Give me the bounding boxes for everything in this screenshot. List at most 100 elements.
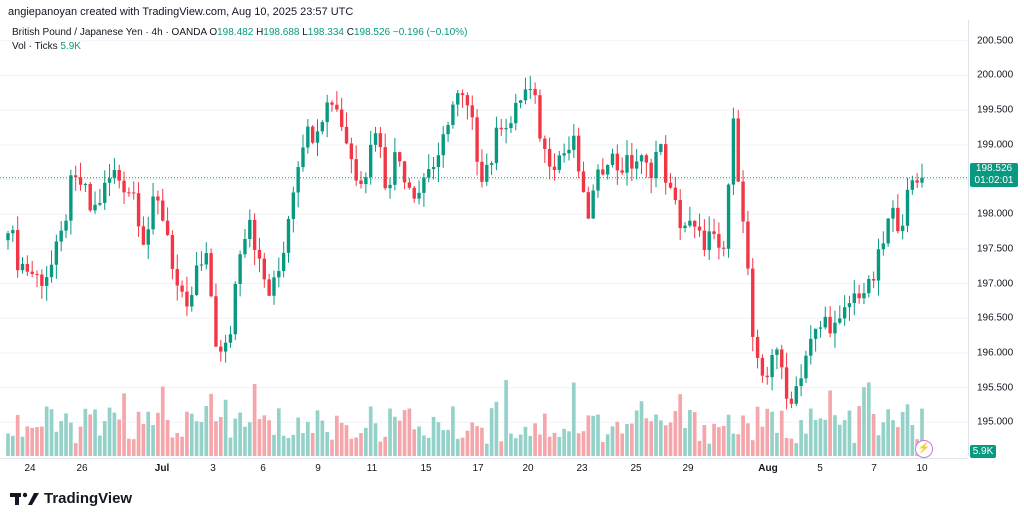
- volume-bar: [407, 408, 412, 456]
- volume-bar: [107, 407, 112, 456]
- price-axis[interactable]: 200.500200.000199.500199.000198.500198.0…: [968, 20, 1024, 456]
- volume-bar: [775, 432, 779, 456]
- volume-bar: [117, 419, 122, 456]
- time-axis[interactable]: 24 26 Jul 3 6 9 11 15 17 20 23 25 29 Aug 5 7 10: [0, 458, 968, 477]
- volume-bar: [615, 421, 620, 456]
- volume-bar: [460, 437, 465, 456]
- candle-body: [712, 231, 716, 235]
- volume-bar: [194, 421, 199, 456]
- volume-bar: [552, 432, 557, 456]
- candle-body: [306, 126, 310, 148]
- candle-body: [117, 169, 121, 181]
- volume-bar: [600, 442, 605, 456]
- candle-body: [876, 249, 881, 281]
- candle-body: [441, 134, 445, 156]
- volume-bar: [659, 420, 663, 456]
- volume-bar: [252, 383, 257, 456]
- candle-body: [596, 169, 600, 191]
- volume-bar: [383, 436, 388, 456]
- price-tick-label: 200.000: [977, 69, 1014, 81]
- volume-bar: [296, 417, 300, 456]
- volume-label[interactable]: Vol · Ticks: [12, 41, 58, 52]
- volume-bar: [426, 437, 431, 456]
- volume-bar: [88, 414, 93, 456]
- volume-bar: [513, 438, 518, 456]
- candle-body: [775, 349, 779, 355]
- candle-body: [741, 181, 745, 222]
- volume-bar: [339, 422, 344, 456]
- candle-body: [891, 207, 895, 219]
- candlestick-chart[interactable]: [0, 20, 968, 456]
- volume-bar: [663, 425, 668, 456]
- volume-bar: [310, 433, 315, 456]
- volume-bar: [204, 406, 209, 456]
- candle-body: [185, 291, 189, 307]
- candle-body: [886, 218, 890, 244]
- volume-bar: [325, 432, 330, 456]
- volume-value: 5.9K: [60, 41, 81, 52]
- volume-bar: [562, 428, 566, 456]
- volume-bar: [301, 433, 305, 456]
- candle-body: [156, 196, 160, 201]
- volume-bar: [610, 426, 615, 456]
- volume-bar: [267, 420, 271, 456]
- volume-bar: [131, 439, 136, 456]
- volume-bar: [412, 429, 417, 456]
- volume-bar: [436, 422, 441, 456]
- candle-body: [11, 230, 15, 234]
- candle-body: [920, 177, 924, 183]
- candle-body: [857, 293, 861, 299]
- chart-area[interactable]: [0, 20, 968, 456]
- open-value: 198.482: [217, 27, 254, 38]
- candle-body: [456, 93, 460, 105]
- candle-body: [572, 135, 576, 150]
- candle-body: [693, 220, 697, 227]
- candle-body: [702, 230, 707, 251]
- volume-bar: [605, 434, 610, 456]
- volume-bar: [349, 438, 354, 456]
- time-tick-label: 29: [682, 463, 694, 474]
- volume-bar: [35, 427, 39, 456]
- candle-body: [649, 162, 653, 179]
- candle-body: [262, 258, 266, 280]
- volume-bar: [586, 415, 591, 456]
- time-tick-label: 15: [420, 463, 432, 474]
- candle-body: [576, 135, 581, 172]
- candle-body: [673, 187, 678, 201]
- volume-bar: [581, 431, 586, 456]
- candle-body: [175, 269, 179, 286]
- candle-body: [644, 155, 649, 163]
- symbol-label[interactable]: British Pound / Japanese Yen · 4h · OAND…: [12, 27, 207, 38]
- price-tick-label: 196.000: [977, 347, 1014, 359]
- candle-body: [219, 346, 223, 352]
- tradingview-logo[interactable]: TradingView: [10, 490, 132, 507]
- lightning-icon[interactable]: ⚡: [915, 440, 933, 458]
- volume-bar: [567, 431, 571, 456]
- price-tick-label: 199.000: [977, 139, 1014, 151]
- candle-body: [252, 219, 257, 250]
- volume-bar: [98, 435, 102, 456]
- candle-body: [6, 233, 10, 241]
- volume-bar: [25, 426, 30, 456]
- time-tick-label: 25: [630, 463, 642, 474]
- volume-bar: [165, 419, 170, 456]
- price-tick-label: 195.000: [977, 416, 1014, 428]
- volume-bar: [634, 410, 639, 456]
- candle-body: [499, 127, 503, 130]
- volume-bar: [726, 414, 731, 456]
- chart-legend: British Pound / Japanese Yen · 4h · OAND…: [12, 26, 467, 54]
- volume-bar: [837, 424, 842, 456]
- volume-bar: [799, 419, 803, 456]
- candle-body: [49, 264, 54, 278]
- price-tick-label: 195.500: [977, 382, 1014, 394]
- candle-body: [601, 169, 605, 175]
- candle-body: [378, 133, 383, 148]
- volume-bar: [649, 421, 654, 456]
- candle-body: [35, 273, 39, 275]
- volume-bar: [6, 433, 10, 456]
- volume-bar: [276, 408, 281, 456]
- candle-body: [842, 307, 847, 319]
- open-label: O: [209, 27, 218, 38]
- candle-body: [238, 254, 242, 284]
- candle-body: [436, 155, 441, 168]
